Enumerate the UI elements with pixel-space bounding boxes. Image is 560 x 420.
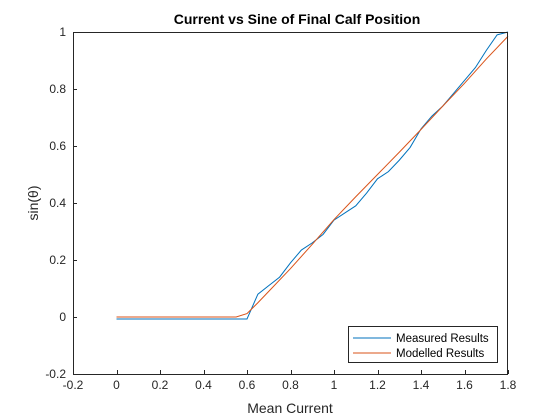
x-tick-label: 1.2 [369, 378, 386, 392]
chart-title: Current vs Sine of Final Calf Position [174, 11, 421, 27]
x-ticks: -0.2 0 0.2 0.4 0.6 0.8 1 1.2 1.4 1.6 1.8 [63, 370, 517, 392]
y-tick-label: 0.2 [49, 253, 66, 267]
legend: Measured Results Modelled Results [348, 326, 498, 363]
plot-area [73, 32, 508, 374]
x-tick-label: 0.2 [152, 378, 169, 392]
series-line-measured-results [116, 31, 509, 320]
y-tick-label: 0.6 [49, 139, 66, 153]
y-tick-label: -0.2 [45, 367, 66, 381]
x-tick-label: 0.4 [195, 378, 212, 392]
legend-box [348, 326, 498, 363]
y-axis-label: sin(θ) [25, 185, 41, 220]
x-tick-label: 1.4 [413, 378, 430, 392]
series-group [116, 31, 509, 320]
y-tick-label: 1 [59, 25, 66, 39]
y-tick-label: 0.4 [49, 196, 66, 210]
x-tick-label: 1.6 [456, 378, 473, 392]
series-line-modelled-results [116, 35, 509, 318]
y-tick-label: 0 [59, 310, 66, 324]
x-tick-label: 0 [113, 378, 120, 392]
x-tick-label: 1 [331, 378, 338, 392]
y-ticks: -0.2 0 0.2 0.4 0.6 0.8 1 [45, 25, 77, 381]
x-tick-label: 1.8 [500, 378, 517, 392]
x-axis-label: Mean Current [247, 400, 333, 416]
x-tick-label: 0.6 [239, 378, 256, 392]
legend-entry-modelled: Modelled Results [396, 348, 484, 360]
legend-entry-measured: Measured Results [396, 333, 489, 345]
x-tick-label: -0.2 [63, 378, 84, 392]
y-tick-label: 0.8 [49, 82, 66, 96]
x-tick-label: 0.8 [282, 378, 299, 392]
